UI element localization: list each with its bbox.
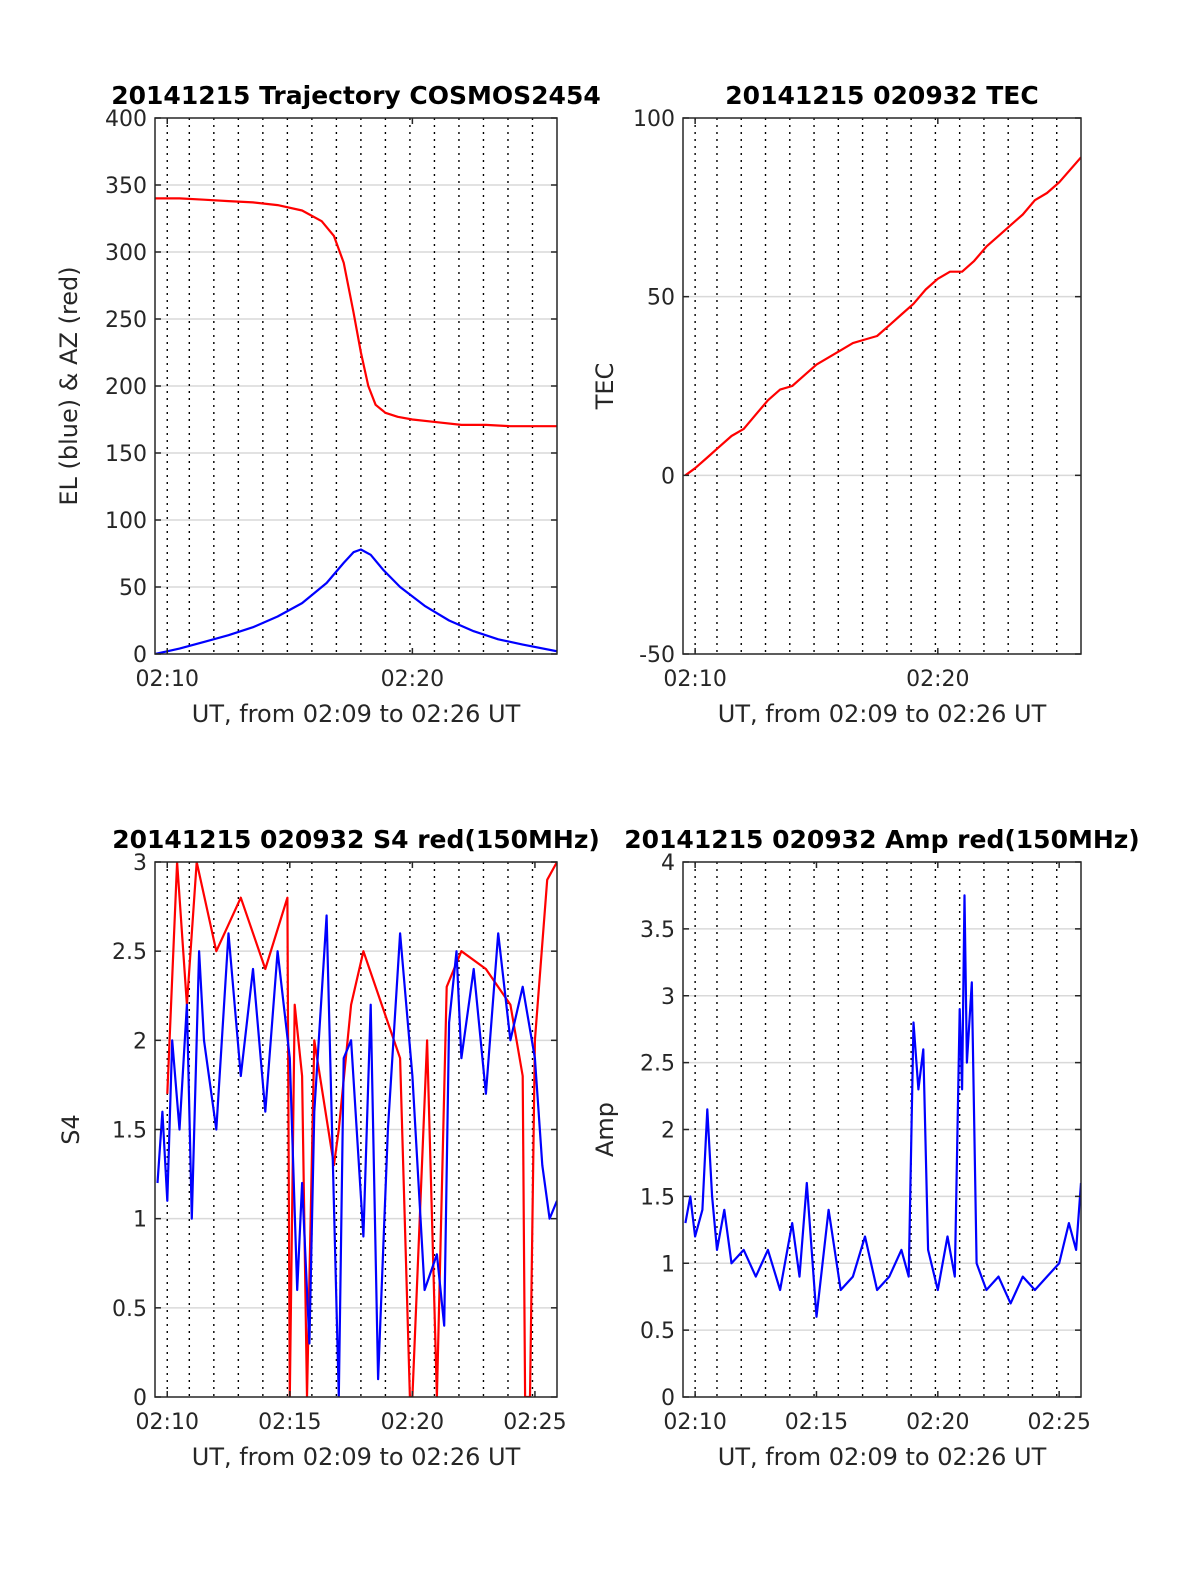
y-tick-label: 1 (133, 1208, 147, 1233)
x-tick-label: 02:15 (785, 1410, 848, 1435)
y-tick-label: 1.5 (640, 1185, 675, 1210)
chart-title: 20141215 Trajectory COSMOS2454 (111, 81, 601, 110)
axes-frame (682, 117, 1082, 655)
y-tick-label: 3 (133, 851, 147, 876)
y-tick-label: 350 (105, 174, 147, 199)
x-tick-label: 02:10 (663, 667, 726, 692)
y-tick-label: 0.5 (112, 1297, 147, 1322)
y-tick-label: 1 (661, 1252, 675, 1277)
y-axis-label: S4 (57, 1114, 85, 1145)
y-tick-label: 400 (105, 107, 147, 132)
y-tick-label: 2 (133, 1029, 147, 1054)
x-tick-label: 02:10 (663, 1410, 726, 1435)
y-tick-label: 3 (661, 985, 675, 1010)
y-tick-label: 0.5 (640, 1319, 675, 1344)
y-axis-label: Amp (591, 1102, 619, 1157)
series-line-1 (684, 156, 1081, 477)
y-tick-label: 0 (133, 643, 147, 668)
x-axis-label: UT, from 02:09 to 02:26 UT (718, 1443, 1047, 1471)
x-tick-label: 02:10 (136, 667, 199, 692)
y-tick-label: 100 (105, 509, 147, 534)
x-tick-label: 02:25 (503, 1410, 566, 1435)
y-tick-label: 2 (661, 1119, 675, 1144)
y-axis-label: TEC (591, 363, 619, 411)
x-tick-label: 02:20 (906, 1410, 969, 1435)
chart-title: 20141215 020932 Amp red(150MHz) (624, 825, 1140, 854)
series-line-1 (155, 548, 557, 654)
y-tick-label: 2.5 (112, 940, 147, 965)
series-line-1 (166, 862, 557, 1397)
chart-tec: -50 0 50 100 02:10 02:20 20141215 020932 TEC UT… (591, 81, 1082, 728)
y-tick-label: 2.5 (640, 1052, 675, 1077)
y-tick-label: 0 (661, 464, 675, 489)
x-tick-label: 02:10 (136, 1410, 199, 1435)
series-line-2 (156, 914, 557, 1397)
series-line-1 (684, 894, 1081, 1318)
chart-title: 20141215 020932 TEC (725, 81, 1038, 110)
y-tick-label: 250 (105, 308, 147, 333)
series-line-2 (155, 197, 557, 428)
y-tick-label: 100 (633, 107, 675, 132)
y-tick-label: 300 (105, 241, 147, 266)
x-tick-label: 02:25 (1027, 1410, 1090, 1435)
y-tick-label: 4 (661, 851, 675, 876)
x-axis-label: UT, from 02:09 to 02:26 UT (192, 700, 521, 728)
chart-amp: 0 0.5 1 1.5 2 2.5 3 3.5 4 02:10 02:15 02:20 02:25 201… (591, 825, 1140, 1471)
x-tick-label: 02:20 (381, 1410, 444, 1435)
chart-s4: 0 0.5 1 1.5 2 2.5 3 02:10 02:15 02:20 02:25 2014121… (57, 825, 600, 1471)
x-axis-label: UT, from 02:09 to 02:26 UT (192, 1443, 521, 1471)
y-tick-label: 1.5 (112, 1119, 147, 1144)
y-tick-label: 0 (661, 1386, 675, 1411)
y-tick-label: -50 (639, 643, 675, 668)
x-tick-label: 02:15 (258, 1410, 321, 1435)
y-tick-label: 50 (647, 286, 675, 311)
y-tick-label: 3.5 (640, 918, 675, 943)
y-tick-label: 150 (105, 442, 147, 467)
y-tick-label: 200 (105, 375, 147, 400)
chart-title: 20141215 020932 S4 red(150MHz) (112, 825, 600, 854)
y-tick-label: 50 (119, 576, 147, 601)
x-axis-label: UT, from 02:09 to 02:26 UT (718, 700, 1047, 728)
y-axis-label: EL (blue) & AZ (red) (55, 266, 83, 505)
chart-trajectory: 0 50 100 150 200 250 300 350 400 02:10 02:20 201412… (55, 81, 601, 728)
y-tick-label: 0 (133, 1386, 147, 1411)
x-tick-label: 02:20 (906, 667, 969, 692)
x-tick-label: 02:20 (381, 667, 444, 692)
